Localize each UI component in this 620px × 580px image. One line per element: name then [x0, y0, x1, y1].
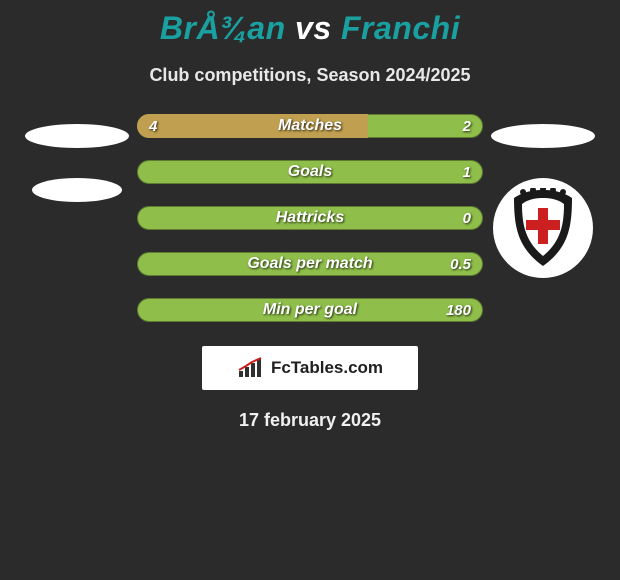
logo-text: FcTables.com: [271, 358, 383, 378]
club-badge: [493, 178, 593, 278]
subtitle: Club competitions, Season 2024/2025: [149, 65, 470, 86]
bars-icon: [237, 357, 265, 379]
left-side: [17, 114, 137, 202]
stat-value-left: 4: [149, 114, 157, 138]
stat-value-right: 0.5: [450, 252, 471, 276]
stat-label: Min per goal: [137, 298, 483, 322]
stat-label: Hattricks: [137, 206, 483, 230]
source-logo[interactable]: FcTables.com: [202, 346, 418, 390]
stat-value-right: 1: [463, 160, 471, 184]
stats-bars: Matches4 2 Goals1 Hattricks0 Goals per match…: [137, 114, 483, 322]
player1-placeholder-2: [32, 178, 122, 202]
stat-value-right: 0: [463, 206, 471, 230]
right-side: [483, 114, 603, 278]
stat-row: Goals1: [137, 160, 483, 184]
title-player1: BrÅ¾an: [160, 10, 286, 46]
root: BrÅ¾an vs Franchi Club competitions, Sea…: [0, 0, 620, 441]
stat-row: Hattricks0: [137, 206, 483, 230]
stat-row: Matches4 2: [137, 114, 483, 138]
date-text: 17 february 2025: [239, 410, 381, 431]
main-row: Matches4 2 Goals1 Hattricks0 Goals per match…: [0, 114, 620, 322]
stat-value-right: 2: [463, 114, 471, 138]
stat-row: Goals per match0.5: [137, 252, 483, 276]
player1-placeholder-1: [25, 124, 129, 148]
stat-row: Min per goal180: [137, 298, 483, 322]
shield-icon: [508, 188, 578, 268]
stat-value-right: 180: [446, 298, 471, 322]
stat-label: Goals: [137, 160, 483, 184]
title-player2: Franchi: [341, 10, 460, 46]
player2-placeholder: [491, 124, 595, 148]
stat-label: Goals per match: [137, 252, 483, 276]
title-vs: vs: [295, 10, 332, 46]
stat-label: Matches: [137, 114, 483, 138]
page-title: BrÅ¾an vs Franchi: [160, 10, 460, 47]
